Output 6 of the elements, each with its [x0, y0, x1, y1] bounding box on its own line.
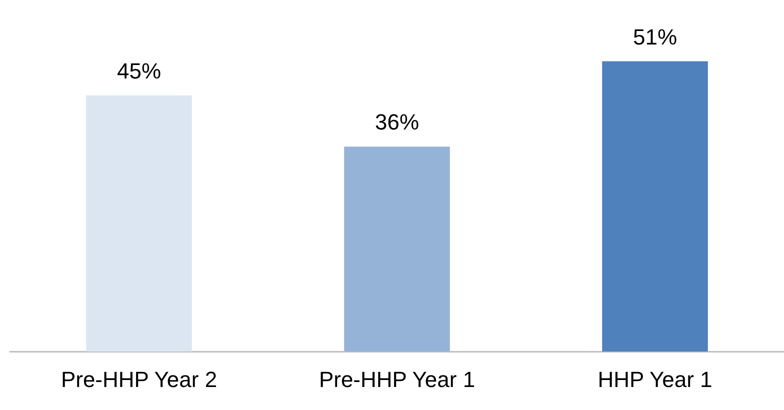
data-label: 36%	[374, 110, 420, 135]
data-label: 45%	[116, 58, 162, 84]
x-tick-label: Pre-HHP Year 2	[60, 366, 218, 392]
x-tick-label: HHP Year 1	[598, 366, 712, 392]
x-tick-label: Pre-HHP Year 1	[318, 366, 476, 392]
data-label: 51%	[632, 24, 678, 50]
